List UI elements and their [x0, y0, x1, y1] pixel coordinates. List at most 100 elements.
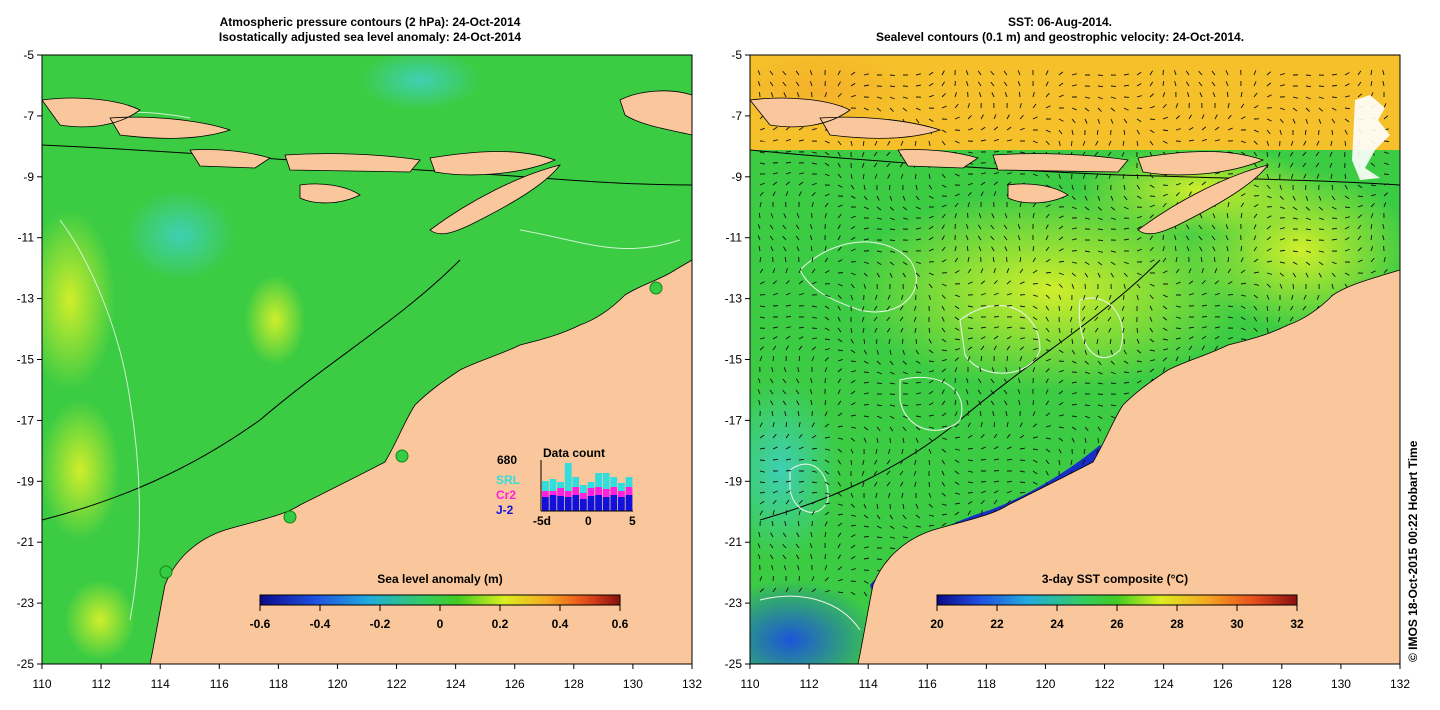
velocity-arrow: [782, 378, 787, 384]
velocity-arrow: [863, 514, 869, 519]
velocity-arrow: [1070, 459, 1073, 465]
velocity-arrow: [1188, 139, 1194, 142]
velocity-arrow: [772, 172, 778, 175]
velocity-arrow: [1071, 195, 1076, 200]
velocity-arrow: [1032, 399, 1034, 406]
velocity-arrow: [954, 338, 961, 341]
velocity-arrow: [887, 173, 891, 179]
velocity-arrow: [928, 82, 934, 87]
velocity-arrow: [1058, 140, 1061, 146]
velocity-arrow: [1253, 327, 1258, 333]
velocity-arrow: [772, 458, 779, 461]
y-tick-label: -11: [18, 231, 35, 245]
velocity-arrow: [850, 534, 856, 538]
velocity-arrow: [769, 81, 774, 87]
velocity-arrow: [928, 184, 933, 190]
velocity-arrow: [797, 411, 800, 417]
velocity-arrow: [785, 139, 791, 142]
velocity-arrow: [837, 513, 843, 516]
velocity-arrow: [889, 525, 895, 530]
velocity-arrow: [772, 422, 775, 428]
velocity-arrow: [1302, 162, 1307, 168]
data-count-total: 680: [497, 453, 517, 467]
velocity-arrow: [1292, 217, 1298, 220]
velocity-arrow: [1095, 140, 1099, 146]
velocity-arrow: [941, 437, 947, 440]
y-tick-label: -13: [17, 292, 35, 306]
velocity-arrow: [980, 268, 984, 274]
colorbar-tick-label: 24: [1050, 617, 1064, 631]
velocity-arrow: [1162, 80, 1165, 87]
velocity-arrow: [759, 510, 763, 516]
data-count-bar-segment: [587, 488, 595, 496]
velocity-arrow: [992, 256, 995, 263]
velocity-arrow: [850, 236, 856, 241]
velocity-arrow: [1330, 173, 1333, 179]
velocity-arrow: [1032, 202, 1037, 208]
data-count-bar-segment: [564, 497, 572, 511]
velocity-arrow: [1240, 193, 1246, 197]
velocity-arrow: [1032, 140, 1038, 144]
velocity-arrow: [862, 481, 865, 487]
velocity-arrow: [772, 446, 778, 450]
velocity-arrow: [1305, 206, 1310, 211]
velocity-arrow: [889, 85, 896, 88]
velocity-arrow: [874, 459, 878, 465]
velocity-arrow: [1045, 448, 1051, 453]
velocity-arrow: [1019, 481, 1026, 484]
velocity-arrow: [1110, 217, 1116, 220]
velocity-arrow: [824, 257, 829, 263]
velocity-arrow: [1344, 140, 1347, 147]
velocity-arrow: [1266, 260, 1273, 263]
velocity-arrow: [1032, 305, 1038, 309]
velocity-arrow: [1211, 224, 1216, 230]
velocity-arrow: [1174, 70, 1177, 76]
velocity-arrow: [1084, 261, 1090, 265]
velocity-arrow: [1006, 139, 1012, 142]
velocity-arrow: [993, 499, 998, 505]
velocity-arrow: [798, 293, 804, 296]
velocity-arrow: [1136, 248, 1142, 252]
right-y-axis: -5 -7 -9 -11 -13 -15 -17 -19 -21 -23 -25: [725, 48, 750, 671]
velocity-arrow: [798, 268, 802, 274]
copyright-notice: © IMOS 18-Oct-2015 00:22 Hobart Time: [1406, 440, 1420, 662]
velocity-arrow: [759, 470, 765, 473]
velocity-arrow: [1110, 272, 1114, 278]
velocity-arrow: [809, 224, 813, 230]
velocity-arrow: [759, 500, 765, 505]
x-tick-label: 120: [1035, 677, 1055, 691]
velocity-arrow: [1003, 81, 1008, 87]
velocity-arrow: [1032, 213, 1035, 219]
velocity-arrow: [1136, 380, 1142, 384]
velocity-arrow: [1071, 283, 1075, 289]
velocity-arrow: [1357, 235, 1362, 241]
left-station-marker-3: [283, 510, 297, 524]
velocity-arrow: [1305, 184, 1307, 191]
velocity-arrow: [1302, 151, 1307, 157]
velocity-arrow: [978, 400, 982, 406]
velocity-arrow: [941, 184, 947, 188]
velocity-arrow: [967, 128, 973, 131]
right-land-lesser-sunda: [897, 149, 1265, 204]
right-colorbar-gradient: [936, 594, 1298, 606]
velocity-arrow: [1188, 181, 1194, 186]
velocity-arrow: [863, 349, 868, 355]
velocity-arrow: [837, 359, 843, 362]
velocity-arrow: [915, 392, 921, 395]
velocity-arrow: [1084, 349, 1088, 355]
velocity-arrow: [1097, 195, 1101, 201]
velocity-arrow: [876, 206, 882, 211]
velocity-arrow: [795, 543, 800, 549]
velocity-arrow: [757, 554, 761, 560]
velocity-arrow: [1121, 305, 1125, 311]
velocity-arrow: [1162, 140, 1168, 144]
velocity-arrow: [1136, 140, 1139, 147]
velocity-arrow: [1186, 246, 1190, 252]
velocity-arrow: [900, 140, 904, 146]
velocity-arrow: [863, 371, 870, 373]
velocity-arrow: [876, 250, 882, 253]
velocity-arrow: [941, 349, 948, 352]
velocity-arrow: [1240, 294, 1246, 297]
velocity-arrow: [1058, 184, 1063, 190]
velocity-arrow: [824, 162, 830, 167]
